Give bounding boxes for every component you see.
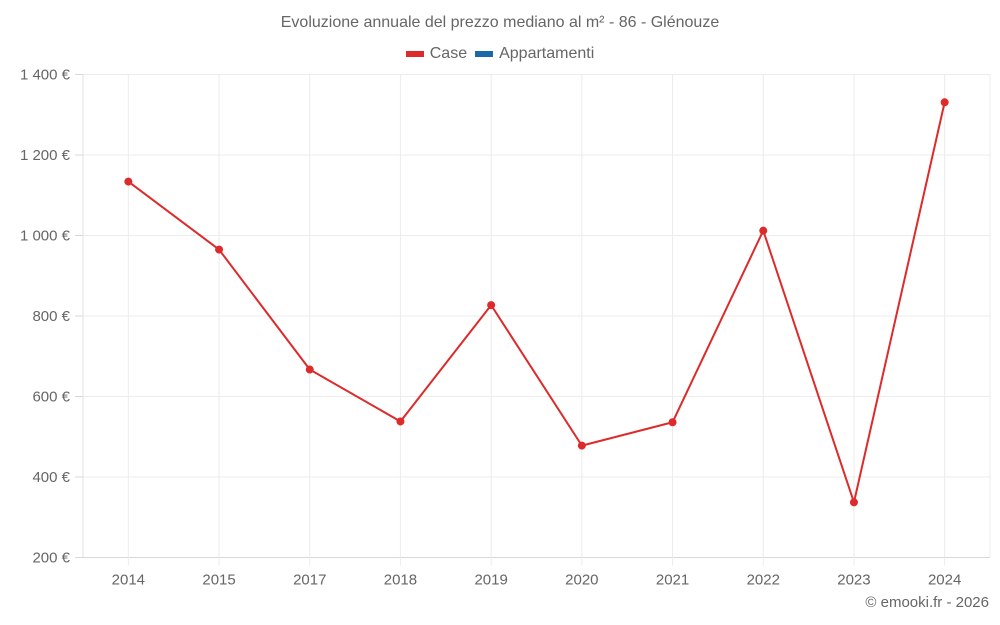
y-tick-label: 1 400 €	[20, 67, 71, 84]
y-tick-label: 600 €	[32, 389, 70, 406]
y-tick-label: 800 €	[32, 308, 70, 325]
data-point[interactable]	[759, 226, 768, 235]
legend-label-case: Case	[429, 45, 468, 62]
x-tick-label: 2019	[474, 572, 507, 589]
legend-swatch-case	[405, 51, 424, 57]
data-point[interactable]	[305, 365, 314, 374]
data-point[interactable]	[577, 441, 586, 450]
data-point[interactable]	[215, 245, 224, 254]
x-tick-label: 2020	[565, 572, 598, 589]
y-tick-label: 200 €	[32, 550, 70, 567]
y-tick-label: 1 000 €	[20, 228, 71, 245]
copyright-credit: © emooki.fr - 2026	[865, 594, 989, 611]
x-axis: 2014 2015 2017 2018 2019 2020 2021 2022 2023 2024	[112, 572, 962, 589]
x-tick-label: 2015	[202, 572, 235, 589]
legend-item-appartamenti[interactable]: Appartamenti	[475, 45, 594, 63]
chart-title: Evoluzione annuale del prezzo mediano al…	[280, 14, 720, 31]
x-tick-label: 2022	[747, 572, 780, 589]
data-point[interactable]	[849, 498, 858, 507]
data-point[interactable]	[396, 417, 405, 426]
series-case	[124, 98, 949, 507]
legend-label-appartamenti: Appartamenti	[499, 45, 595, 62]
data-point[interactable]	[124, 177, 133, 186]
legend-swatch-appartamenti	[475, 51, 494, 57]
y-tick-label: 1 200 €	[20, 147, 71, 164]
grid-lines	[83, 74, 991, 566]
x-tick-label: 2023	[837, 572, 870, 589]
series-line	[127, 102, 946, 504]
x-tick-label: 2021	[656, 572, 689, 589]
x-tick-label: 2024	[928, 572, 961, 589]
legend-item-case[interactable]: Case	[405, 45, 468, 63]
data-point[interactable]	[668, 418, 677, 427]
data-point[interactable]	[487, 301, 496, 310]
x-tick-label: 2017	[293, 572, 326, 589]
x-tick-label: 2018	[384, 572, 417, 589]
y-tick-label: 400 €	[32, 469, 70, 486]
x-tick-label: 2014	[112, 572, 145, 589]
data-point[interactable]	[940, 98, 949, 107]
y-axis: 200 € 400 € 600 € 800 € 1 000 € 1 200 € 1 400 …	[20, 67, 84, 567]
chart-legend: Case Appartamenti	[0, 45, 1000, 63]
